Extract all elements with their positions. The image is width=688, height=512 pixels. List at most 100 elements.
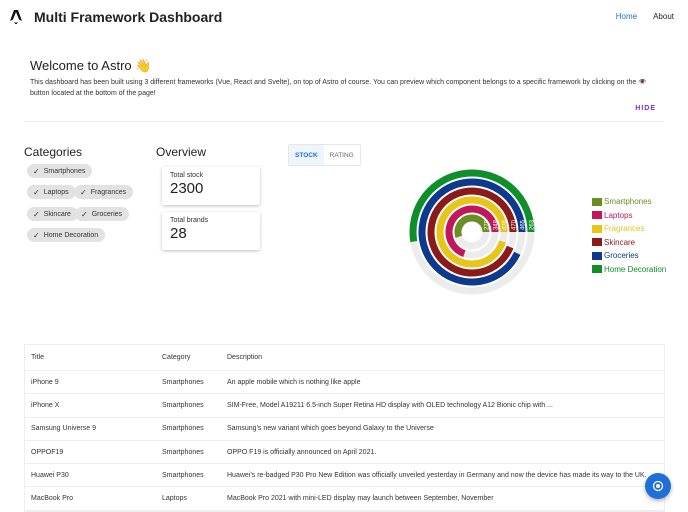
products-table: Title Category Description iPhone 9 Smart… <box>24 344 665 512</box>
table-row[interactable]: iPhone 9 Smartphones An apple mobile which… <box>25 371 664 395</box>
stock-tab[interactable]: STOCK <box>289 145 324 165</box>
cell-title: iPhone 9 <box>31 378 59 386</box>
rating-tab[interactable]: RATING <box>329 151 354 159</box>
legend-item[interactable]: Skincare <box>592 236 666 250</box>
chart-legend: Smartphones Laptops Fragrances Skincare Groc… <box>592 195 666 276</box>
chip-smartphones[interactable]: ✓ Smartphones <box>27 164 93 178</box>
cell-title: Huawei P30 <box>31 471 69 479</box>
astro-logo-icon[interactable] <box>10 10 22 24</box>
cell-category: Smartphones <box>162 448 204 456</box>
chip-label: Smartphones <box>43 167 86 175</box>
cell-description: An apple mobile which is nothing like ap… <box>227 378 361 386</box>
ring-value-label: 465 <box>521 219 527 230</box>
cell-category: Smartphones <box>162 401 204 409</box>
chip-label: Fragrances <box>90 188 127 196</box>
cell-category: Laptops <box>162 495 187 503</box>
check-icon: ✓ <box>33 209 40 219</box>
cell-description: SIM-Free, Model A19211 6.5-inch Super Re… <box>227 401 553 409</box>
hide-button[interactable]: HIDE <box>635 105 656 112</box>
ring-bar-smartphones[interactable] <box>454 214 490 239</box>
nav-home-link[interactable]: Home <box>615 12 638 21</box>
total-brands-label: Total brands <box>170 217 209 224</box>
table-row[interactable]: MacBook Pro Laptops MacBook Pro 2021 with … <box>25 487 664 511</box>
ring-bar-home-decoration[interactable] <box>409 169 535 243</box>
chip-fragrances[interactable]: ✓ Fragrances <box>74 185 134 199</box>
chip-groceries[interactable]: ✓ Groceries <box>75 207 130 221</box>
categories-title: Categories <box>24 145 83 159</box>
radial-bar-chart: 278 348 476 470 465 263 <box>409 169 536 295</box>
ring-bar-fragrances[interactable] <box>436 196 508 268</box>
legend-swatch <box>592 251 602 260</box>
navbar: Multi Framework Dashboard Home About <box>0 0 688 34</box>
cell-description: MacBook Pro 2021 with mini-LED display m… <box>227 495 494 503</box>
legend-swatch <box>592 211 602 220</box>
legend-item[interactable]: Fragrances <box>592 222 666 236</box>
chip-label: Skincare <box>43 210 71 218</box>
cell-description: OPPO F19 is officially announced on Apri… <box>227 448 377 456</box>
welcome-banner: Welcome to Astro 👋 This dashboard has be… <box>24 58 664 122</box>
table-header: Title Category Description <box>25 345 664 371</box>
overview-title: Overview <box>156 145 207 159</box>
table-row[interactable]: Samsung Universe 9 Smartphones Samsung's n… <box>25 418 664 441</box>
chip-home-decoration[interactable]: ✓ Home Decoration <box>27 228 106 242</box>
preview-frameworks-button[interactable] <box>645 473 671 499</box>
cell-title: iPhone X <box>31 401 60 409</box>
legend-swatch <box>592 238 602 247</box>
header-description[interactable]: Description <box>227 354 263 361</box>
legend-label: Skincare <box>604 237 636 247</box>
ring-value-label: 348 <box>494 219 500 230</box>
legend-item[interactable]: Smartphones <box>592 195 666 209</box>
legend-label: Groceries <box>604 251 639 261</box>
chip-skincare[interactable]: ✓ Skincare <box>27 207 78 221</box>
table-row[interactable]: Huawei P30 Smartphones Huawei’s re-badged … <box>25 464 664 488</box>
legend-label: Fragrances <box>604 224 645 234</box>
nav-about-link[interactable]: About <box>653 12 674 21</box>
header-title[interactable]: Title <box>31 354 44 361</box>
cell-category: Smartphones <box>162 425 204 433</box>
header-category[interactable]: Category <box>162 354 191 361</box>
ring-bar-groceries[interactable] <box>418 178 526 286</box>
legend-label: Laptops <box>604 210 633 220</box>
cell-description: Samsung's new variant which goes beyond … <box>227 425 434 433</box>
legend-item[interactable]: Laptops <box>592 209 666 223</box>
cell-title: Samsung Universe 9 <box>31 425 96 433</box>
check-icon: ✓ <box>33 166 40 176</box>
ring-value-label: 470 <box>512 219 518 230</box>
metric-toggle: STOCK RATING <box>288 144 361 166</box>
cell-category: Smartphones <box>162 378 204 386</box>
cell-category: Smartphones <box>162 471 204 479</box>
legend-item[interactable]: Home Decoration <box>592 263 666 277</box>
cell-title: OPPOF19 <box>31 448 64 456</box>
cell-title: MacBook Pro <box>31 495 74 503</box>
legend-swatch <box>592 224 602 233</box>
ring-bar-laptops[interactable] <box>445 205 499 257</box>
chip-laptops[interactable]: ✓ Laptops <box>27 185 76 199</box>
legend-label: Smartphones <box>604 197 652 207</box>
check-icon: ✓ <box>33 230 40 240</box>
total-brands-value: 28 <box>170 225 187 242</box>
cell-description: Huawei’s re-badged P30 Pro New Edition w… <box>227 471 647 479</box>
ring-value-label: 476 <box>503 219 509 230</box>
chip-label: Groceries <box>91 210 123 218</box>
legend-swatch <box>592 265 602 274</box>
legend-swatch <box>592 197 602 206</box>
table-row[interactable]: iPhone X Smartphones SIM-Free, Model A1921… <box>25 394 664 418</box>
table-row[interactable]: OPPOF19 Smartphones OPPO F19 is officially… <box>25 441 664 465</box>
eye-icon <box>652 480 664 492</box>
total-stock-card: Total stock 2300 <box>162 167 260 205</box>
ring-value-label: 263 <box>530 219 536 230</box>
check-icon: ✓ <box>81 209 88 219</box>
ring-value-label: 278 <box>485 219 491 230</box>
chip-label: Home Decoration <box>43 231 99 239</box>
welcome-title: Welcome to Astro 👋 <box>30 58 152 73</box>
check-icon: ✓ <box>80 187 87 197</box>
ring-bar-skincare[interactable] <box>427 187 517 277</box>
legend-item[interactable]: Groceries <box>592 249 666 263</box>
total-stock-label: Total stock <box>170 172 204 179</box>
app-title: Multi Framework Dashboard <box>34 9 223 25</box>
chip-label: Laptops <box>43 188 69 196</box>
total-brands-card: Total brands 28 <box>162 212 260 250</box>
legend-label: Home Decoration <box>604 264 667 274</box>
welcome-text: This dashboard has been built using 3 di… <box>30 79 647 97</box>
check-icon: ✓ <box>33 187 40 197</box>
